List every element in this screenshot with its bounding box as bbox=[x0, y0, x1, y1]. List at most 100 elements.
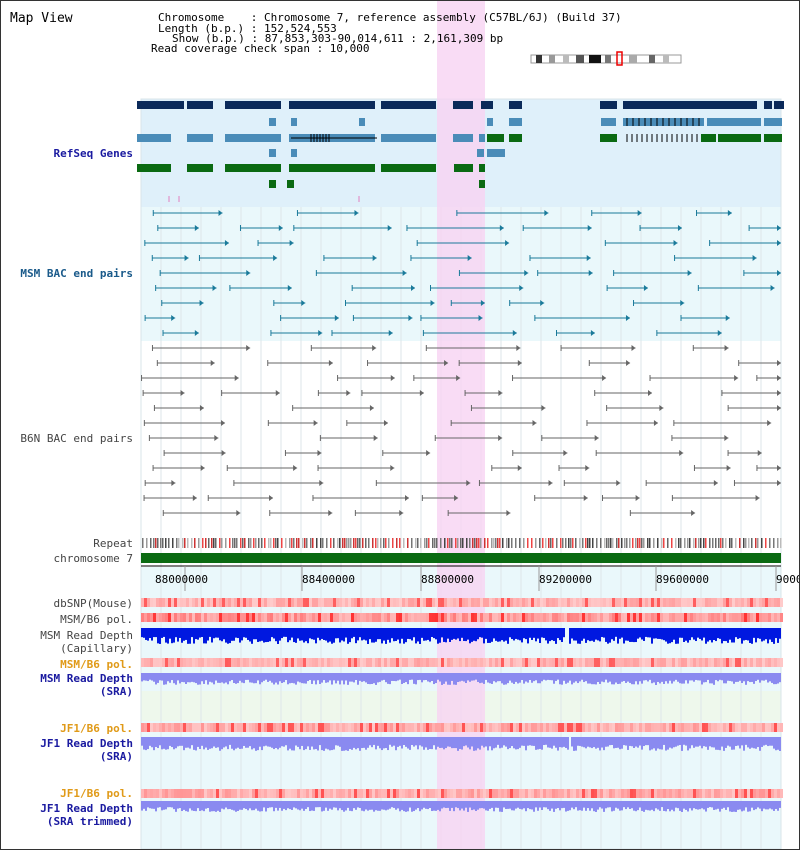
msm-capillary-depth-bar bbox=[689, 628, 691, 641]
dbsnp-heat-cell bbox=[567, 598, 570, 607]
jf1-sra-depth-bar bbox=[605, 737, 607, 747]
jf1-sra-depth-bar bbox=[521, 737, 523, 746]
jf1-b6-pol-heat-cell bbox=[600, 789, 603, 798]
msm-bac-pair-end bbox=[727, 210, 732, 216]
msm-b6-pol-heat-cell bbox=[474, 613, 477, 622]
repeat-feature bbox=[337, 538, 339, 548]
b6n-bac-pair-end bbox=[516, 345, 521, 351]
jf1-b6-pol-heat-cell bbox=[339, 723, 342, 732]
track-label-refseq[interactable]: RefSeq Genes bbox=[53, 147, 133, 160]
msm-sra-depth-bar bbox=[475, 673, 477, 680]
jf1-trim-depth-bar bbox=[567, 801, 569, 811]
jf1-b6-pol-heat-cell bbox=[210, 723, 213, 732]
msm-capillary-depth-bar bbox=[723, 628, 725, 642]
jf1-trim-depth-bar bbox=[601, 801, 603, 809]
dbsnp-heat-cell bbox=[477, 598, 480, 607]
jf1-b6-pol-heat-cell bbox=[345, 723, 348, 732]
b6n-bac-pair-end bbox=[419, 390, 424, 396]
jf1-sra-depth-bar bbox=[227, 737, 229, 750]
dbsnp-heat-cell bbox=[546, 598, 549, 607]
jf1-trim-depth-bar bbox=[457, 801, 459, 809]
msm-sra-depth-bar bbox=[639, 673, 641, 682]
msm-sra-depth-bar bbox=[753, 673, 755, 684]
msm-sra-depth-bar bbox=[591, 673, 593, 685]
msm-capillary-depth-bar bbox=[589, 628, 591, 642]
jf1-b6-pol-heat-cell bbox=[279, 789, 282, 798]
msm-b6-pol-heat-cell bbox=[480, 613, 483, 622]
msm-sra-depth-bar bbox=[593, 673, 595, 685]
track-label-msm-bac[interactable]: MSM BAC end pairs bbox=[20, 267, 133, 280]
jf1-trim-depth-bar bbox=[407, 801, 409, 812]
jf1-sra-depth-bar bbox=[397, 737, 399, 747]
jf1-b6-pol-heat-cell bbox=[237, 723, 240, 732]
msm-sra-depth-bar bbox=[295, 673, 297, 685]
repeat-feature bbox=[322, 538, 324, 548]
msm-capillary-depth-bar bbox=[347, 628, 349, 644]
track-label-dbsnp: dbSNP(Mouse) bbox=[53, 597, 133, 610]
jf1-b6-pol-heat-cell bbox=[402, 789, 405, 798]
msm-bac-pair-end bbox=[519, 285, 524, 291]
msm-b6-pol-heat-cell bbox=[774, 613, 777, 622]
track-label-b6n-bac[interactable]: B6N BAC end pairs bbox=[20, 432, 133, 445]
jf1-sra-depth-bar bbox=[405, 737, 407, 747]
jf1-sra-depth-bar bbox=[639, 737, 641, 746]
jf1-b6-pol-heat-cell bbox=[198, 723, 201, 732]
jf1-b6-pol-heat-cell bbox=[654, 789, 657, 798]
msm-capillary-depth-bar bbox=[561, 628, 563, 642]
jf1-sra-depth-bar bbox=[773, 737, 775, 749]
jf1-sra-depth-bar bbox=[167, 737, 169, 750]
msm-b6-pol-heat-cell bbox=[549, 613, 552, 622]
jf1-b6-pol-heat-cell bbox=[234, 789, 237, 798]
jf1-trim-depth-bar bbox=[465, 801, 467, 808]
jf1-b6-pol-heat-cell bbox=[180, 723, 183, 732]
msm-capillary-depth-bar bbox=[277, 628, 279, 644]
jf1-sra-depth-bar bbox=[221, 737, 223, 750]
jf1-b6-pol-heat-cell bbox=[594, 789, 597, 798]
msm-b6-pol-heat-cell bbox=[582, 613, 585, 622]
repeat-feature bbox=[570, 538, 572, 548]
jf1-trim-depth-bar bbox=[141, 801, 143, 811]
ideogram-position-marker bbox=[616, 51, 623, 66]
jf1-trim-depth-bar bbox=[155, 801, 157, 812]
msm-b6-pol-heat-cell bbox=[231, 658, 234, 667]
jf1-sra-depth-bar bbox=[421, 737, 423, 747]
repeat-feature bbox=[339, 538, 341, 548]
jf1-b6-pol-heat-cell bbox=[147, 723, 150, 732]
repeat-feature bbox=[579, 538, 581, 548]
jf1-b6-pol-heat-cell bbox=[420, 789, 423, 798]
repeat-feature bbox=[219, 538, 221, 548]
msm-capillary-depth-bar bbox=[299, 628, 301, 641]
msm-sra-depth-bar bbox=[341, 673, 343, 681]
dbsnp-heat-cell bbox=[375, 598, 378, 607]
b6n-bac-pair-end bbox=[635, 495, 640, 501]
jf1-sra-depth-bar bbox=[237, 737, 239, 748]
msm-capillary-depth-bar bbox=[503, 628, 505, 642]
msm-capillary-depth-bar bbox=[741, 628, 743, 644]
repeat-feature bbox=[383, 538, 385, 548]
msm-capillary-depth-bar bbox=[413, 628, 415, 638]
msm-capillary-depth-bar bbox=[555, 628, 557, 644]
msm-b6-pol-heat-cell bbox=[780, 658, 783, 667]
msm-capillary-depth-bar bbox=[727, 628, 729, 643]
msm-sra-depth-bar bbox=[503, 673, 505, 685]
jf1-b6-pol-heat-cell bbox=[306, 723, 309, 732]
track-label-msm-b6-pol-2: MSM/B6 pol. bbox=[60, 658, 133, 671]
msm-b6-pol-heat-cell bbox=[411, 613, 414, 622]
jf1-trim-depth-bar bbox=[709, 801, 711, 808]
jf1-b6-pol-heat-cell bbox=[717, 723, 720, 732]
jf1-b6-pol-heat-cell bbox=[453, 789, 456, 798]
msm-bac-pair-end bbox=[199, 300, 204, 306]
repeat-feature bbox=[462, 538, 464, 548]
msm-b6-pol-heat-cell bbox=[237, 613, 240, 622]
msm-b6-pol-heat-cell bbox=[696, 613, 699, 622]
jf1-trim-depth-bar bbox=[751, 801, 753, 808]
repeat-feature bbox=[722, 538, 724, 548]
msm-sra-depth-bar bbox=[553, 673, 555, 684]
msm-capillary-depth-bar bbox=[351, 628, 353, 639]
jf1-trim-depth-bar bbox=[539, 801, 541, 808]
jf1-b6-pol-heat-cell bbox=[732, 789, 735, 798]
msm-capillary-depth-bar bbox=[733, 628, 735, 643]
jf1-sra-depth-bar bbox=[165, 737, 167, 750]
msm-sra-depth-bar bbox=[395, 673, 397, 682]
